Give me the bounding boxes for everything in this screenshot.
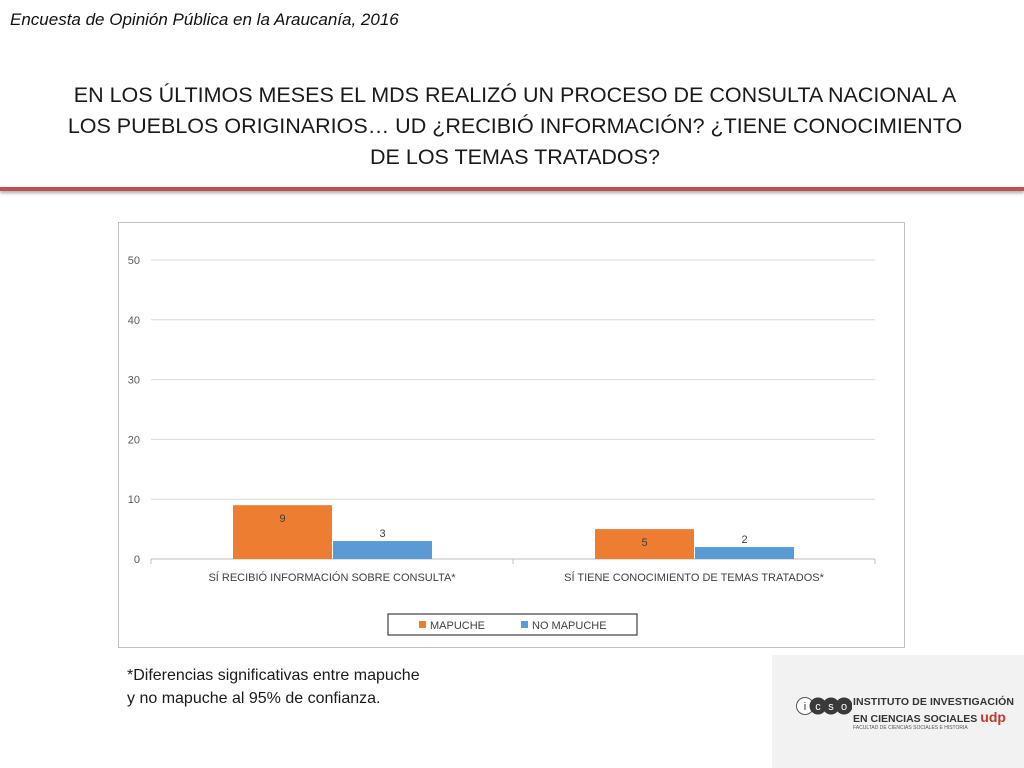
bar-mapuche-2 [595,529,694,559]
legend-label-no-mapuche: NO MAPUCHE [532,620,607,632]
legend-swatch-mapuche [419,621,426,628]
y-tick-label-50: 50 [128,255,140,267]
slide-title-line-1: EN LOS ÚLTIMOS MESES EL MDS REALIZÓ UN P… [73,83,957,107]
footnote: *Diferencias significativas entre mapuch… [127,664,487,710]
data-label-mapuche-1: 9 [279,513,285,525]
chart-frame: 0 10 20 30 40 50 9 3 5 2 SÍ RECIBIÓ INFORMACIÓN … [118,222,905,648]
title-divider [0,187,1024,191]
y-tick-label-20: 20 [128,434,140,446]
footnote-line-1: *Diferencias significativas entre mapuch… [127,667,420,684]
bar-no-mapuche-1 [333,541,432,559]
bar-mapuche-1 [233,505,332,559]
slide-title: EN LOS ÚLTIMOS MESES EL MDS REALIZÓ UN P… [60,80,970,173]
slide-title-line-3: DE LOS TEMAS TRATADOS? [370,145,660,169]
logo-faculty-line: FACULTAD DE CIENCIAS SOCIALES E HISTORIA [853,725,968,731]
legend-swatch-no-mapuche [521,621,528,628]
logo-institute-line-1: INSTITUTO DE INVESTIGACIÓN [853,696,1015,708]
udp-brand: udp [980,709,1006,725]
y-tick-label-40: 40 [128,315,140,327]
footnote-line-2: y no mapuche al 95% de confianza. [127,690,381,707]
slide-title-line-2: LOS PUEBLOS ORIGINARIOS… UD ¿RECIBIÓ INF… [67,114,963,138]
x-category-label-2: SÍ TIENE CONOCIMIENTO DE TEMAS TRATADOS* [564,571,824,584]
y-tick-labels: 0 10 20 30 40 50 [128,255,140,566]
logo-institute-line-2-text: EN CIENCIAS SOCIALES [853,713,978,725]
logo-letter-i: i [804,701,806,713]
y-tick-label-0: 0 [134,554,140,566]
data-label-mapuche-2: 5 [641,537,647,549]
logo-letter-o: o [841,701,847,713]
logo-letter-s: s [828,701,834,713]
survey-header: Encuesta de Opinión Pública en la Arauca… [10,10,399,29]
bars [233,505,794,559]
legend-box [387,613,638,636]
legend-label-mapuche: MAPUCHE [430,620,485,632]
institute-logo: i c s o INSTITUTO DE INVESTIGACIÓN EN CI… [772,655,1024,768]
y-tick-label-10: 10 [128,494,140,506]
logo-institute-line-2: EN CIENCIAS SOCIALES udp [853,709,1006,725]
x-category-labels: SÍ RECIBIÓ INFORMACIÓN SOBRE CONSULTA* SÍ… [208,571,824,584]
data-label-no-mapuche-2: 2 [741,534,747,546]
legend: MAPUCHE NO MAPUCHE [387,613,638,636]
icso-logo-icon: i c s o [796,697,852,715]
data-label-no-mapuche-1: 3 [379,528,385,540]
bar-no-mapuche-2 [695,547,794,559]
x-category-label-1: SÍ RECIBIÓ INFORMACIÓN SOBRE CONSULTA* [208,571,456,584]
logo-letter-c: c [815,701,821,713]
y-tick-label-30: 30 [128,375,140,387]
bar-chart: 0 10 20 30 40 50 9 3 5 2 SÍ RECIBIÓ INFORMACIÓN … [128,255,876,636]
data-labels: 9 3 5 2 [279,513,747,549]
